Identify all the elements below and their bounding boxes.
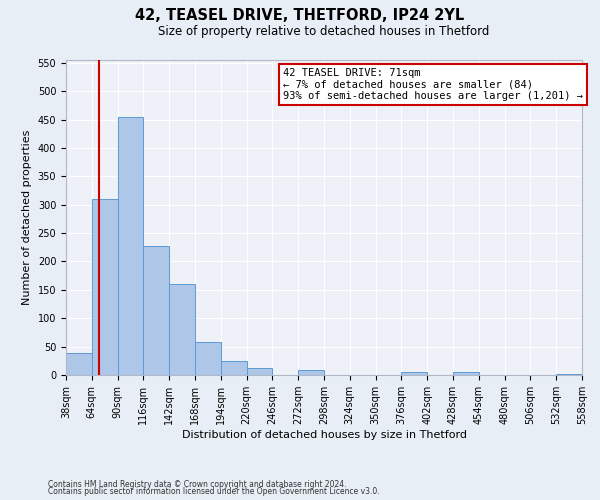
Bar — [221, 361, 247, 375]
Bar — [169, 284, 195, 375]
X-axis label: Distribution of detached houses by size in Thetford: Distribution of detached houses by size … — [182, 430, 467, 440]
Text: 42 TEASEL DRIVE: 71sqm
← 7% of detached houses are smaller (84)
93% of semi-deta: 42 TEASEL DRIVE: 71sqm ← 7% of detached … — [283, 68, 583, 101]
Bar — [92, 199, 118, 375]
Text: Contains public sector information licensed under the Open Government Licence v3: Contains public sector information licen… — [48, 487, 380, 496]
Bar — [298, 370, 324, 375]
Title: Size of property relative to detached houses in Thetford: Size of property relative to detached ho… — [158, 25, 490, 38]
Y-axis label: Number of detached properties: Number of detached properties — [22, 130, 32, 305]
Text: Contains HM Land Registry data © Crown copyright and database right 2024.: Contains HM Land Registry data © Crown c… — [48, 480, 347, 489]
Bar — [453, 372, 479, 375]
Bar — [66, 354, 92, 375]
Bar — [247, 368, 272, 375]
Bar — [143, 246, 169, 375]
Bar — [556, 374, 582, 375]
Bar — [118, 117, 143, 375]
Text: 42, TEASEL DRIVE, THETFORD, IP24 2YL: 42, TEASEL DRIVE, THETFORD, IP24 2YL — [136, 8, 464, 22]
Bar — [195, 342, 221, 375]
Bar — [401, 372, 427, 375]
